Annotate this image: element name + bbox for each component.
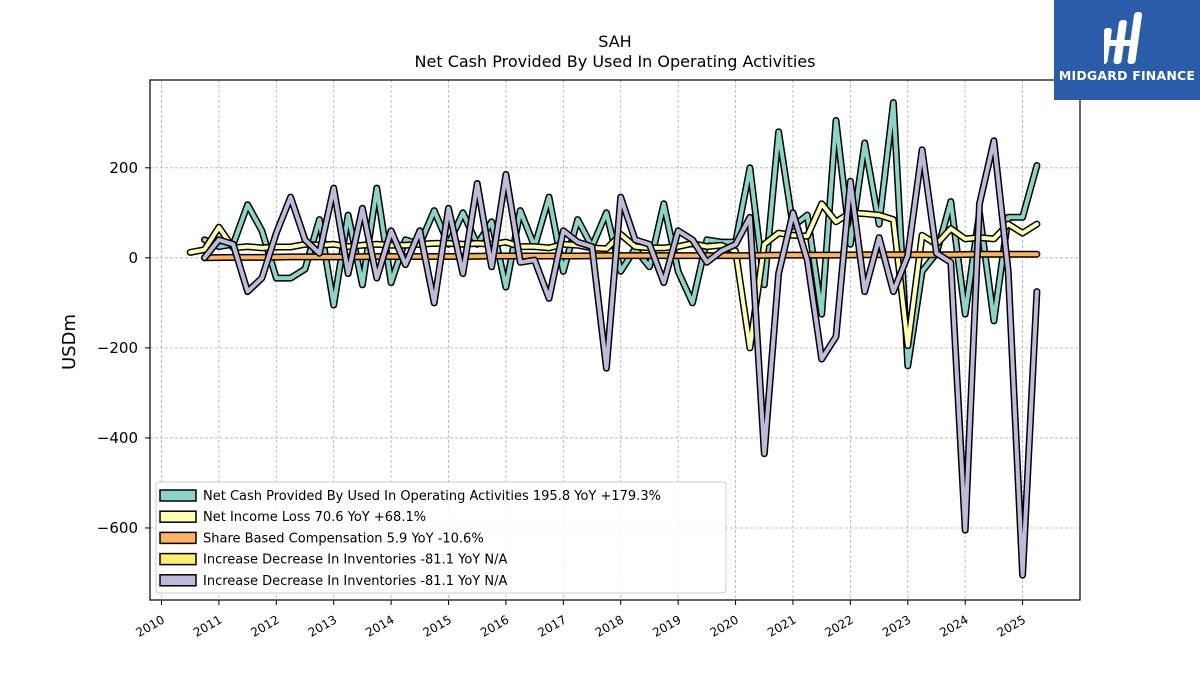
legend-label-4: Increase Decrease In Inventories -81.1 Y… [203,574,507,589]
legend-swatch-1 [159,510,197,523]
y-tick-label: −400 [97,429,138,447]
chart-title: SAH [598,32,631,51]
legend-swatch-4 [159,574,197,587]
y-tick-label: −200 [97,339,138,357]
legend-box [155,481,727,594]
chart-subtitle: Net Cash Provided By Used In Operating A… [415,52,816,71]
x-tick-label: 2018 [593,612,626,639]
series-layer [186,99,1041,579]
x-tick-label: 2010 [134,612,167,639]
legend-swatch-0 [159,489,197,502]
x-tick-label: 2016 [478,612,511,639]
plot-frame [149,79,1081,601]
y-axis-label: USDm [59,314,80,370]
x-tick-label: 2015 [421,612,454,639]
legend-label-3: Increase Decrease In Inventories -81.1 Y… [203,553,507,568]
y-tick-label: 200 [109,159,138,177]
y-tick-label: −600 [97,519,138,537]
y-tick-label: 0 [128,249,138,267]
series-line-4 [202,138,1039,578]
x-tick-label: 2017 [535,612,568,639]
legend-label-2: Share Based Compensation 5.9 YoY -10.6% [203,531,484,546]
legend-swatch-3 [159,552,197,566]
x-tick-label: 2013 [306,612,339,639]
x-tick-label: 2019 [650,612,683,639]
midgard-finance-logo: MIDGARD FINANCE [1054,0,1200,100]
x-tick-label: 2011 [191,612,224,639]
legend-label-0: Net Cash Provided By Used In Operating A… [203,489,661,504]
logo-text: MIDGARD FINANCE [1058,68,1196,83]
legend-swatch-2 [159,531,197,545]
x-tick-label: 2022 [822,612,855,639]
x-tick-label: 2023 [880,612,913,639]
legend: Net Cash Provided By Used In Operating A… [155,481,727,594]
x-tick-label: 2020 [708,612,741,639]
x-tick-label: 2021 [765,612,798,639]
x-tick-label: 2012 [248,612,281,639]
x-tick-label: 2024 [937,612,970,639]
x-tick-label: 2014 [363,612,396,639]
x-tick-label: 2025 [995,612,1028,639]
midgard-logo-icon [1104,12,1143,64]
legend-label-1: Net Income Loss 70.6 YoY +68.1% [203,510,426,525]
